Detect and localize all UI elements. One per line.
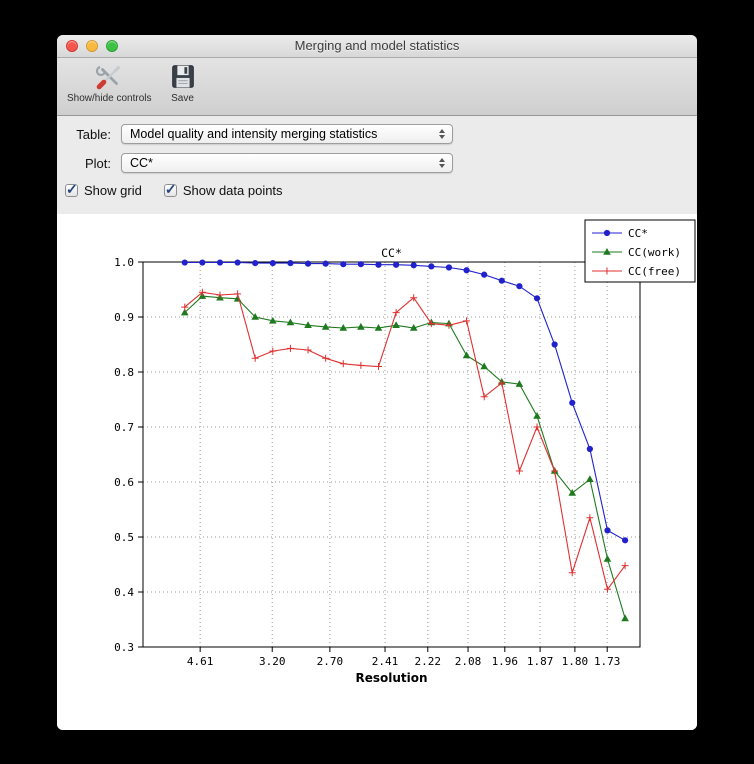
- svg-text:3.20: 3.20: [259, 655, 286, 668]
- svg-text:2.22: 2.22: [415, 655, 442, 668]
- titlebar[interactable]: Merging and model statistics: [57, 35, 697, 58]
- svg-text:2.70: 2.70: [317, 655, 344, 668]
- table-row: Table: Model quality and intensity mergi…: [65, 123, 697, 145]
- plot-label: Plot:: [84, 155, 111, 171]
- svg-text:1.0: 1.0: [114, 256, 134, 269]
- svg-text:0.4: 0.4: [114, 586, 134, 599]
- plot-select-value: CC*: [130, 156, 153, 170]
- svg-text:CC*: CC*: [628, 227, 648, 240]
- svg-text:1.80: 1.80: [562, 655, 589, 668]
- tool-label: Save: [171, 93, 194, 104]
- svg-text:0.5: 0.5: [114, 531, 134, 544]
- show-hide-controls-button[interactable]: Show/hide controls: [67, 62, 152, 104]
- svg-text:0.3: 0.3: [114, 641, 134, 654]
- svg-text:0.6: 0.6: [114, 476, 134, 489]
- svg-text:4.61: 4.61: [187, 655, 214, 668]
- save-button[interactable]: Save: [168, 62, 198, 104]
- window-title: Merging and model statistics: [294, 38, 460, 53]
- controls-panel: Table: Model quality and intensity mergi…: [57, 116, 697, 214]
- popup-arrows-icon: [436, 129, 448, 139]
- chart-series-cc-work-: [180, 292, 629, 622]
- chart-series-cc-: [181, 259, 629, 544]
- chart-frame: [142, 261, 641, 648]
- checkbox-icon: [163, 181, 177, 198]
- chart-title: CC*: [381, 246, 402, 260]
- close-button[interactable]: [66, 40, 78, 52]
- svg-text:1.73: 1.73: [594, 655, 621, 668]
- table-select[interactable]: Model quality and intensity merging stat…: [121, 124, 453, 144]
- chart-series-cc-free-: [181, 288, 629, 593]
- table-select-value: Model quality and intensity merging stat…: [130, 127, 378, 141]
- svg-text:0.9: 0.9: [114, 311, 134, 324]
- x-axis-label: Resolution: [355, 671, 427, 685]
- svg-text:1.96: 1.96: [492, 655, 519, 668]
- toolbar: Show/hide controls Save: [57, 58, 697, 116]
- x-axis: 4.61 3.20 2.70 2.41 2.22 2.08 1.96 1.87 1.80 1.73: [187, 647, 621, 668]
- svg-text:2.41: 2.41: [372, 655, 399, 668]
- app-window: Merging and model statistics Show/hide c…: [57, 35, 697, 730]
- show-grid-checkbox[interactable]: Show grid: [65, 181, 142, 198]
- tools-icon: [94, 62, 124, 92]
- minimize-button[interactable]: [86, 40, 98, 52]
- zoom-button[interactable]: [106, 40, 118, 52]
- tool-label: Show/hide controls: [67, 93, 152, 104]
- checkbox-icon: [65, 181, 78, 198]
- svg-text:2.08: 2.08: [455, 655, 482, 668]
- svg-text:CC(free): CC(free): [628, 265, 681, 278]
- plot-panel: 0.3 0.4 0.5 0.6 0.7 0.8 0.9 1.0 4.61 3.20 2.70 2.41…: [57, 214, 697, 730]
- popup-arrows-icon: [436, 158, 448, 168]
- svg-text:CC(work): CC(work): [628, 246, 681, 259]
- save-icon: [168, 62, 198, 92]
- svg-text:0.8: 0.8: [114, 366, 134, 379]
- checkbox-row: Show grid Show data points: [65, 181, 697, 199]
- chart-canvas: 0.3 0.4 0.5 0.6 0.7 0.8 0.9 1.0 4.61 3.20 2.70 2.41…: [114, 219, 696, 685]
- chart-legend: CC* CC(work) CC(free): [584, 219, 696, 283]
- svg-text:0.7: 0.7: [114, 421, 134, 434]
- table-label: Table:: [76, 126, 111, 142]
- show-data-points-label: Show data points: [182, 182, 283, 198]
- plot-row: Plot: CC*: [65, 152, 697, 174]
- svg-text:1.87: 1.87: [527, 655, 554, 668]
- show-data-points-checkbox[interactable]: Show data points: [163, 181, 283, 198]
- chart-grid: [143, 261, 640, 648]
- plot-select[interactable]: CC*: [121, 153, 453, 173]
- y-axis: 0.3 0.4 0.5 0.6 0.7 0.8 0.9 1.0: [114, 256, 143, 654]
- show-grid-label: Show grid: [84, 182, 142, 198]
- traffic-lights: [66, 40, 118, 52]
